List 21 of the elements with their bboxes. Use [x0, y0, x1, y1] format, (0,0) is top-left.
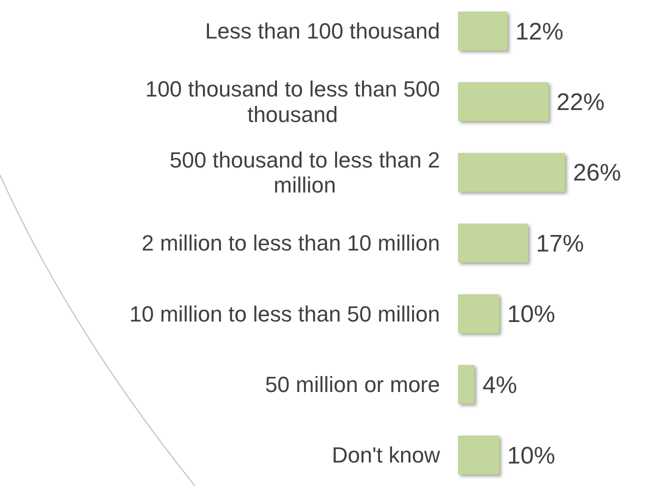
- data-label: 10%: [507, 301, 556, 328]
- y-tick-label: Don't know: [332, 442, 440, 468]
- data-label: 22%: [556, 89, 605, 116]
- bar: [458, 82, 549, 122]
- data-label: 4%: [482, 372, 518, 399]
- data-label: 12%: [515, 18, 564, 46]
- bar: [458, 12, 508, 50]
- y-tick-label: Less than 100 thousand: [205, 18, 440, 44]
- data-label: 26%: [573, 160, 622, 187]
- bar: [458, 152, 565, 192]
- bar: [458, 364, 474, 404]
- data-label: 10%: [507, 442, 556, 470]
- data-label: 17%: [536, 230, 584, 258]
- y-tick-label: 50 million or more: [265, 372, 440, 398]
- y-tick-label: 2 million to less than 10 million: [142, 230, 440, 256]
- bar: [458, 224, 528, 262]
- y-tick-label: 500 thousand to less than 2 million: [170, 147, 440, 198]
- y-tick-label: 10 million to less than 50 million: [129, 301, 440, 326]
- bar: [458, 436, 500, 474]
- bar: [458, 294, 500, 334]
- y-tick-label: 100 thousand to less than 500 thousand: [145, 76, 440, 127]
